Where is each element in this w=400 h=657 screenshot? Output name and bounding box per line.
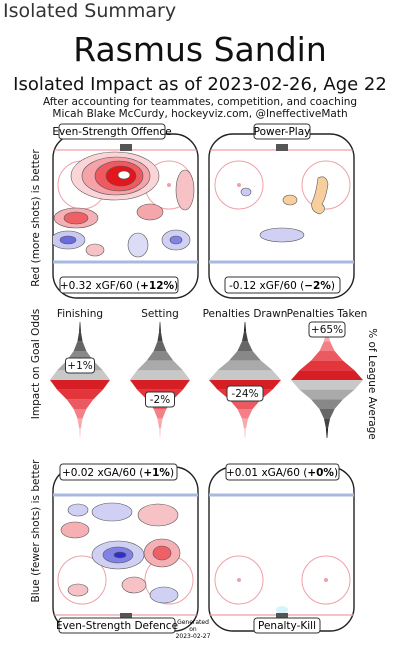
violin-band-penalties-drawn-upper-4 [217,360,273,371]
svg-text:+0.32 xGF/60 (+12%): +0.32 xGF/60 (+12%) [60,280,178,292]
violin-band-finishing-upper-0 [79,322,81,332]
violin-band-setting-upper-4 [137,360,183,371]
violin-band-penalties-drawn-upper-5 [209,370,281,380]
violin-band-setting-lower-4 [157,418,163,429]
credit-line-1: After accounting for teammates, competit… [42,96,358,108]
violin-value-box-1 [145,391,175,408]
violin-category-label-2: Penalties Drawn [203,308,288,320]
violin-category-label-0: Finishing [57,308,103,320]
violin-band-penalties-drawn-lower-3 [237,409,253,419]
violin-band-penalties-drawn-upper-3 [229,351,261,361]
ev-offence-stat-box: +0.32 xGF/60 (+12%) [59,276,179,294]
violin-band-penalties-taken-lower-4 [323,418,331,429]
violin-band-penalties-drawn-lower-4 [241,418,249,429]
credit-line-2: Micah Blake McCurdy, hockeyviz.com, @Ine… [52,108,348,120]
pk-stat-box: +0.01 xGA/60 (+0%) [225,463,340,481]
violin-band-penalties-taken-upper-5 [291,370,363,380]
violin-band-penalties-taken-upper-4 [299,360,355,371]
violin-category-label-1: Setting [141,308,179,320]
violin-band-setting-upper-3 [146,351,174,361]
penalty-kill-rink [208,466,355,632]
subtitle: Isolated Impact as of 2023-02-26, Age 22 [13,74,387,95]
violin-band-setting-lower-0 [130,380,190,390]
generated-line1: Generated [177,619,209,626]
violin-band-penalties-drawn-upper-2 [237,341,253,351]
violin-band-penalties-drawn-lower-5 [243,428,247,438]
violin-value-box-2 [226,385,264,402]
ev-offence-title: Even-Strength Offence [52,126,171,138]
violin-band-setting-lower-3 [153,409,167,419]
svg-text:+0.01 xGA/60 (+0%): +0.01 xGA/60 (+0%) [226,467,338,479]
violin-band-finishing-lower-5 [79,428,81,438]
violin-band-setting-lower-5 [159,428,161,438]
pp-title-box: Power-Play [253,123,311,140]
violin-band-penalties-taken-lower-5 [325,428,329,438]
violin-band-penalties-drawn-upper-1 [241,331,249,342]
ev-defence-stat-box: +0.02 xGA/60 (+1%) [59,463,178,481]
page-label: Isolated Summary [3,0,177,22]
violin-value-label-0: +1% [67,360,92,372]
violin-value-box-0 [65,357,95,374]
violin-band-penalties-taken-upper-3 [311,351,343,361]
violin-band-penalties-drawn-lower-2 [229,399,261,409]
violin-band-penalties-taken-lower-2 [311,399,343,409]
player-name: Rasmus Sandin [73,30,327,69]
pp-title: Power-Play [254,126,311,138]
violin-band-setting-upper-2 [153,341,167,351]
violin-band-penalties-taken-lower-3 [319,409,335,419]
violin-chart: Finishing +1% Setting -2% Penalties Drawn -24… [50,308,367,438]
violin-band-setting-upper-1 [157,331,163,342]
violin-value-label-1: -2% [150,394,170,406]
pk-title: Penalty-Kill [258,620,316,632]
violin-band-penalties-taken-lower-1 [299,389,355,400]
violin-value-label-2: -24% [231,388,258,400]
violin-band-penalties-drawn-upper-0 [243,322,247,332]
ev-offence-title-box: Even-Strength Offence [52,123,172,140]
violin-band-finishing-upper-5 [50,370,110,380]
pk-title-box: Penalty-Kill [253,617,321,634]
svg-text:-0.12 xGF/60 (−2%): -0.12 xGF/60 (−2%) [229,280,335,292]
ev-offence-rink [52,133,199,299]
ev-defence-title: Even-Strength Defence [56,620,178,632]
violin-category-label-3: Penalties Taken [287,308,368,320]
violin-value-label-3: +65% [311,324,343,336]
generated-date: 2023-02-27 [176,633,211,640]
violin-band-penalties-taken-lower-0 [291,380,363,390]
violin-band-finishing-lower-2 [66,399,94,409]
violin-band-finishing-lower-4 [77,418,83,429]
ev-defence-title-box: Even-Strength Defence [56,617,178,634]
generated-line2: on [189,626,197,633]
power-play-rink [208,133,355,299]
violin-band-finishing-upper-1 [77,331,83,342]
ev-defence-rink [52,466,199,632]
pp-stat-box: -0.12 xGF/60 (−2%) [224,276,341,294]
violin-band-finishing-lower-0 [50,380,110,390]
violin-band-penalties-taken-upper-2 [319,341,335,351]
violin-band-finishing-upper-2 [73,341,87,351]
violin-value-box-3 [308,321,346,338]
violin-band-finishing-lower-1 [57,389,103,400]
svg-text:+0.02 xGA/60 (+1%): +0.02 xGA/60 (+1%) [62,467,174,479]
violin-band-setting-upper-0 [159,322,161,332]
violin-band-setting-upper-5 [130,370,190,380]
violin-band-finishing-lower-3 [73,409,87,419]
